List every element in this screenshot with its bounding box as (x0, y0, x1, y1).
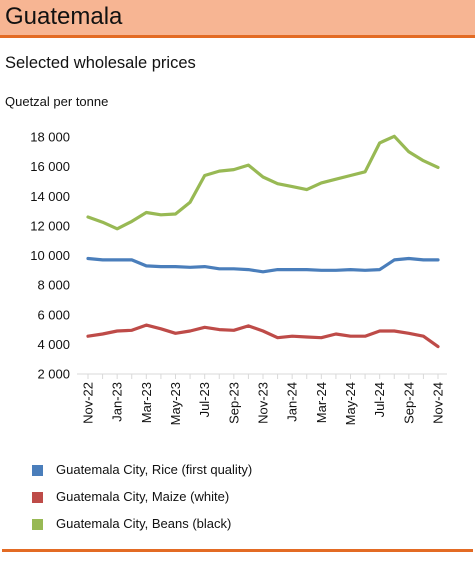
x-tick-label: Jan-23 (110, 382, 125, 422)
series-line-beans (86, 134, 440, 231)
y-axis-unit-label: Quetzal per tonne (5, 94, 109, 109)
x-tick-label: Nov-23 (256, 382, 271, 424)
footer-divider (2, 549, 473, 552)
legend-swatch-beans (32, 519, 43, 530)
y-tick-label: 16 000 (30, 159, 70, 174)
x-tick-label: Nov-24 (431, 382, 446, 424)
legend-swatch-rice (32, 465, 43, 476)
y-tick-label: 6 000 (37, 307, 70, 322)
series-line-rice (86, 256, 440, 274)
x-tick-label: Sep-23 (226, 382, 241, 424)
x-tick-label: Mar-23 (139, 382, 154, 423)
x-tick-label: May-23 (168, 382, 183, 425)
y-tick-label: 12 000 (30, 218, 70, 233)
legend-label-maize: Guatemala City, Maize (white) (56, 489, 230, 504)
y-tick-label: 18 000 (30, 130, 70, 145)
x-tick-label: Sep-24 (401, 382, 416, 424)
x-tick-label: May-24 (343, 382, 358, 425)
legend-label-beans: Guatemala City, Beans (black) (56, 516, 232, 531)
page-title: Guatemala (5, 3, 123, 30)
y-tick-label: 8 000 (37, 278, 70, 293)
x-tick-label: Mar-24 (314, 382, 329, 423)
x-tick-label: Nov-22 (81, 382, 96, 424)
x-tick-label: Jul-23 (197, 382, 212, 417)
line-chart: 2 000 4 000 6 000 8 000 10 000 12 000 14 000 16… (30, 130, 447, 425)
chart-subtitle: Selected wholesale prices (5, 54, 196, 72)
y-tick-label: 2 000 (37, 367, 70, 382)
series-line-maize (86, 323, 440, 349)
y-tick-label: 4 000 (37, 337, 70, 352)
legend-swatch-maize (32, 492, 43, 503)
header-banner: Guatemala (0, 0, 475, 38)
x-tick-label: Jul-24 (372, 382, 387, 417)
y-tick-label: 10 000 (30, 248, 70, 263)
y-tick-label: 14 000 (30, 189, 70, 204)
x-tick-label: Jan-24 (285, 382, 300, 422)
legend-label-rice: Guatemala City, Rice (first quality) (56, 462, 253, 477)
